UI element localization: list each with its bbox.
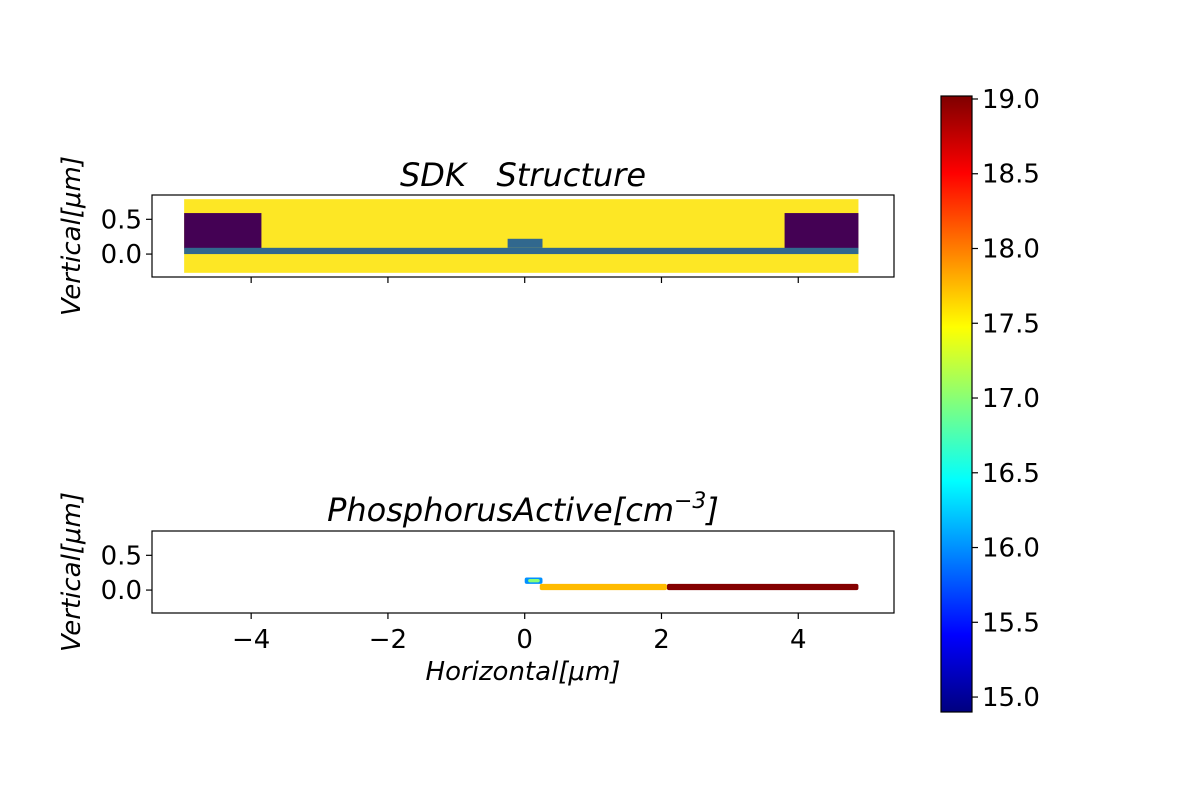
colorbar-tick-label: 17.5 — [982, 309, 1040, 339]
structure-region-channel-layer — [184, 247, 859, 255]
phosphorus-xtick-label: −4 — [232, 625, 270, 655]
phosphorus-ytick-label: 0.5 — [101, 541, 142, 571]
colorbar-tick-label: 18.5 — [982, 160, 1040, 190]
colorbar-tick-label: 18.0 — [982, 235, 1040, 265]
colorbar-tick-label: 19.0 — [982, 85, 1040, 115]
phosphorus-ylabel: Vertical[μm] — [57, 492, 87, 652]
colorbar-tick-label: 17.0 — [982, 384, 1040, 414]
structure-ytick-label: 0.0 — [101, 240, 142, 270]
phosphorus-title: PhosphorusActive[cm−3] — [327, 489, 719, 529]
colorbar-tick-label: 15.0 — [982, 683, 1040, 713]
structure-ytick-label: 0.5 — [101, 205, 142, 235]
colorbar-tick-label: 15.5 — [982, 608, 1040, 638]
structure-region-left-contact — [184, 213, 262, 249]
phosphorus-y-ticks: 0.00.5 — [101, 541, 152, 606]
structure-region-right-contact — [784, 213, 859, 249]
structure-axes-frame — [151, 194, 895, 278]
phosphorus-segment-1 — [528, 578, 540, 583]
colorbar-ticks: 15.0 15.5 16.0 16.5 17.0 17.5 18.0 18.5 19.0 — [972, 85, 1040, 713]
structure-region-body — [184, 199, 859, 273]
structure-x-ticks — [250, 277, 799, 283]
colorbar: 15.0 15.5 16.0 16.5 17.0 17.5 18.0 18.5 19.0 — [940, 85, 1040, 713]
structure-panel: SDK Structure 0.00.5 Vertical[μm] — [57, 156, 895, 316]
phosphorus-title-suffix: ] — [704, 491, 718, 529]
phosphorus-axes-frame — [151, 530, 895, 614]
phosphorus-plot-area — [524, 577, 859, 591]
phosphorus-xtick-label: 0 — [516, 625, 533, 655]
phosphorus-ytick-label: 0.0 — [101, 576, 142, 606]
colorbar-tick-label: 16.5 — [982, 459, 1040, 489]
phosphorus-xtick-label: 2 — [653, 625, 670, 655]
phosphorus-xtick-label: 4 — [790, 625, 807, 655]
phosphorus-panel: PhosphorusActive[cm−3] −4 −2 0 2 4 0.00.5 Ve… — [57, 489, 895, 687]
structure-ylabel: Vertical[μm] — [57, 156, 87, 316]
colorbar-gradient — [940, 95, 973, 713]
phosphorus-segment-3 — [666, 583, 859, 591]
structure-y-ticks: 0.00.5 — [101, 205, 152, 270]
structure-plot-area — [184, 199, 859, 273]
structure-region-center-bump — [507, 238, 543, 248]
phosphorus-title-superscript: −3 — [674, 489, 706, 514]
structure-title: SDK Structure — [400, 156, 646, 194]
phosphorus-x-ticks: −4 −2 0 2 4 — [232, 613, 807, 655]
phosphorus-xtick-label: −2 — [369, 625, 407, 655]
phosphorus-title-main: PhosphorusActive[cm — [327, 491, 674, 529]
colorbar-tick-label: 16.0 — [982, 534, 1040, 564]
phosphorus-segment-2 — [539, 583, 667, 591]
phosphorus-xlabel: Horizontal[μm] — [426, 657, 621, 687]
